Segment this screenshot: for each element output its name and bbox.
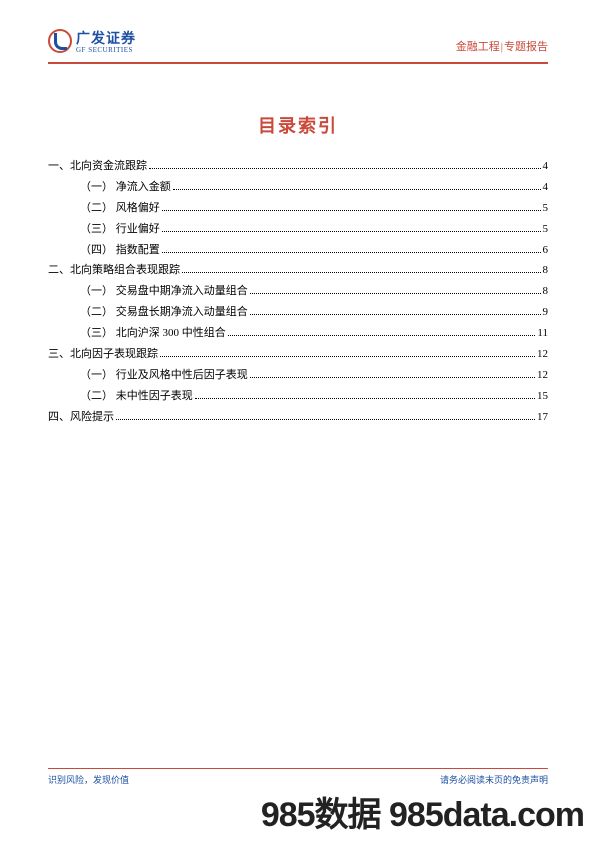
toc-page-number: 6 (543, 240, 549, 261)
toc-leader-dots (182, 272, 541, 273)
toc-row: （二） 风格偏好 5 (48, 198, 548, 219)
page-title: 目录索引 (48, 112, 548, 138)
toc-leader-dots (250, 293, 541, 294)
page-header: 广发证券 GF SECURITIES 金融工程|专题报告 (48, 28, 548, 60)
toc-leader-dots (173, 189, 541, 190)
toc-row: （二） 交易盘长期净流入动量组合 9 (48, 302, 548, 323)
toc-leader-dots (250, 377, 535, 378)
toc-page-number: 11 (537, 323, 548, 344)
toc-row: （三） 北向沪深 300 中性组合 11 (48, 323, 548, 344)
footer-right: 请务必阅读末页的免责声明 (440, 773, 548, 786)
toc-label: （一） 净流入金额 (80, 177, 171, 198)
header-category-left: 金融工程 (456, 41, 500, 53)
logo-text-en: GF SECURITIES (76, 46, 136, 54)
toc-leader-dots (162, 231, 541, 232)
toc-page-number: 17 (537, 407, 548, 428)
toc-page-number: 5 (543, 198, 549, 219)
toc-label: （三） 行业偏好 (80, 219, 160, 240)
toc-leader-dots (250, 314, 541, 315)
logo-text-cn: 广发证券 (76, 28, 136, 48)
footer-rule (48, 768, 548, 769)
toc-leader-dots (228, 335, 536, 336)
toc-page-number: 9 (543, 302, 549, 323)
toc-label: 三、北向因子表现跟踪 (48, 344, 158, 365)
toc-label: 四、风险提示 (48, 407, 114, 428)
toc-leader-dots (162, 210, 541, 211)
toc-page-number: 4 (543, 156, 549, 177)
footer-left: 识别风险，发现价值 (48, 773, 129, 786)
toc-label: （三） 北向沪深 300 中性组合 (80, 323, 226, 344)
toc-label: （四） 指数配置 (80, 240, 160, 261)
toc-leader-dots (195, 398, 535, 399)
toc-label: （二） 风格偏好 (80, 198, 160, 219)
toc-leader-dots (162, 252, 541, 253)
toc-row: 一、北向资金流跟踪 4 (48, 156, 548, 177)
toc-label: 二、北向策略组合表现跟踪 (48, 260, 180, 281)
page-footer: 识别风险，发现价值 请务必阅读末页的免责声明 (48, 768, 548, 786)
toc-row: （三） 行业偏好 5 (48, 219, 548, 240)
toc-row: （一） 净流入金额 4 (48, 177, 548, 198)
header-rule (48, 62, 548, 64)
toc-page-number: 8 (543, 260, 549, 281)
toc-leader-dots (149, 168, 541, 169)
toc-page-number: 4 (543, 177, 549, 198)
toc-label: （二） 交易盘长期净流入动量组合 (80, 302, 248, 323)
toc-label: 一、北向资金流跟踪 (48, 156, 147, 177)
header-category-right: 专题报告 (504, 41, 548, 53)
toc-label: （二） 未中性因子表现 (80, 386, 193, 407)
footer-text: 识别风险，发现价值 请务必阅读末页的免责声明 (48, 773, 548, 786)
toc-leader-dots (116, 419, 535, 420)
separator-icon: | (501, 41, 503, 53)
logo-icon (48, 29, 72, 53)
page: 广发证券 GF SECURITIES 金融工程|专题报告 目录索引 一、北向资金… (0, 0, 596, 842)
logo-text-block: 广发证券 GF SECURITIES (76, 28, 136, 54)
toc-page-number: 15 (537, 386, 548, 407)
header-category: 金融工程|专题报告 (456, 38, 548, 54)
toc-row: （二） 未中性因子表现 15 (48, 386, 548, 407)
toc-row: （一） 行业及风格中性后因子表现 12 (48, 365, 548, 386)
logo: 广发证券 GF SECURITIES (48, 28, 136, 54)
toc-label: （一） 交易盘中期净流入动量组合 (80, 281, 248, 302)
toc-row: （四） 指数配置 6 (48, 240, 548, 261)
toc-row: 三、北向因子表现跟踪 12 (48, 344, 548, 365)
watermark: 985数据 985data.com (261, 787, 584, 836)
toc-row: （一） 交易盘中期净流入动量组合 8 (48, 281, 548, 302)
toc-row: 二、北向策略组合表现跟踪 8 (48, 260, 548, 281)
toc-leader-dots (160, 356, 535, 357)
toc-page-number: 12 (537, 365, 548, 386)
toc-label: （一） 行业及风格中性后因子表现 (80, 365, 248, 386)
table-of-contents: 一、北向资金流跟踪4（一） 净流入金额4（二） 风格偏好5（三） 行业偏好5（四… (48, 156, 548, 428)
toc-page-number: 5 (543, 219, 549, 240)
toc-page-number: 12 (537, 344, 548, 365)
toc-page-number: 8 (543, 281, 549, 302)
toc-row: 四、风险提示 17 (48, 407, 548, 428)
